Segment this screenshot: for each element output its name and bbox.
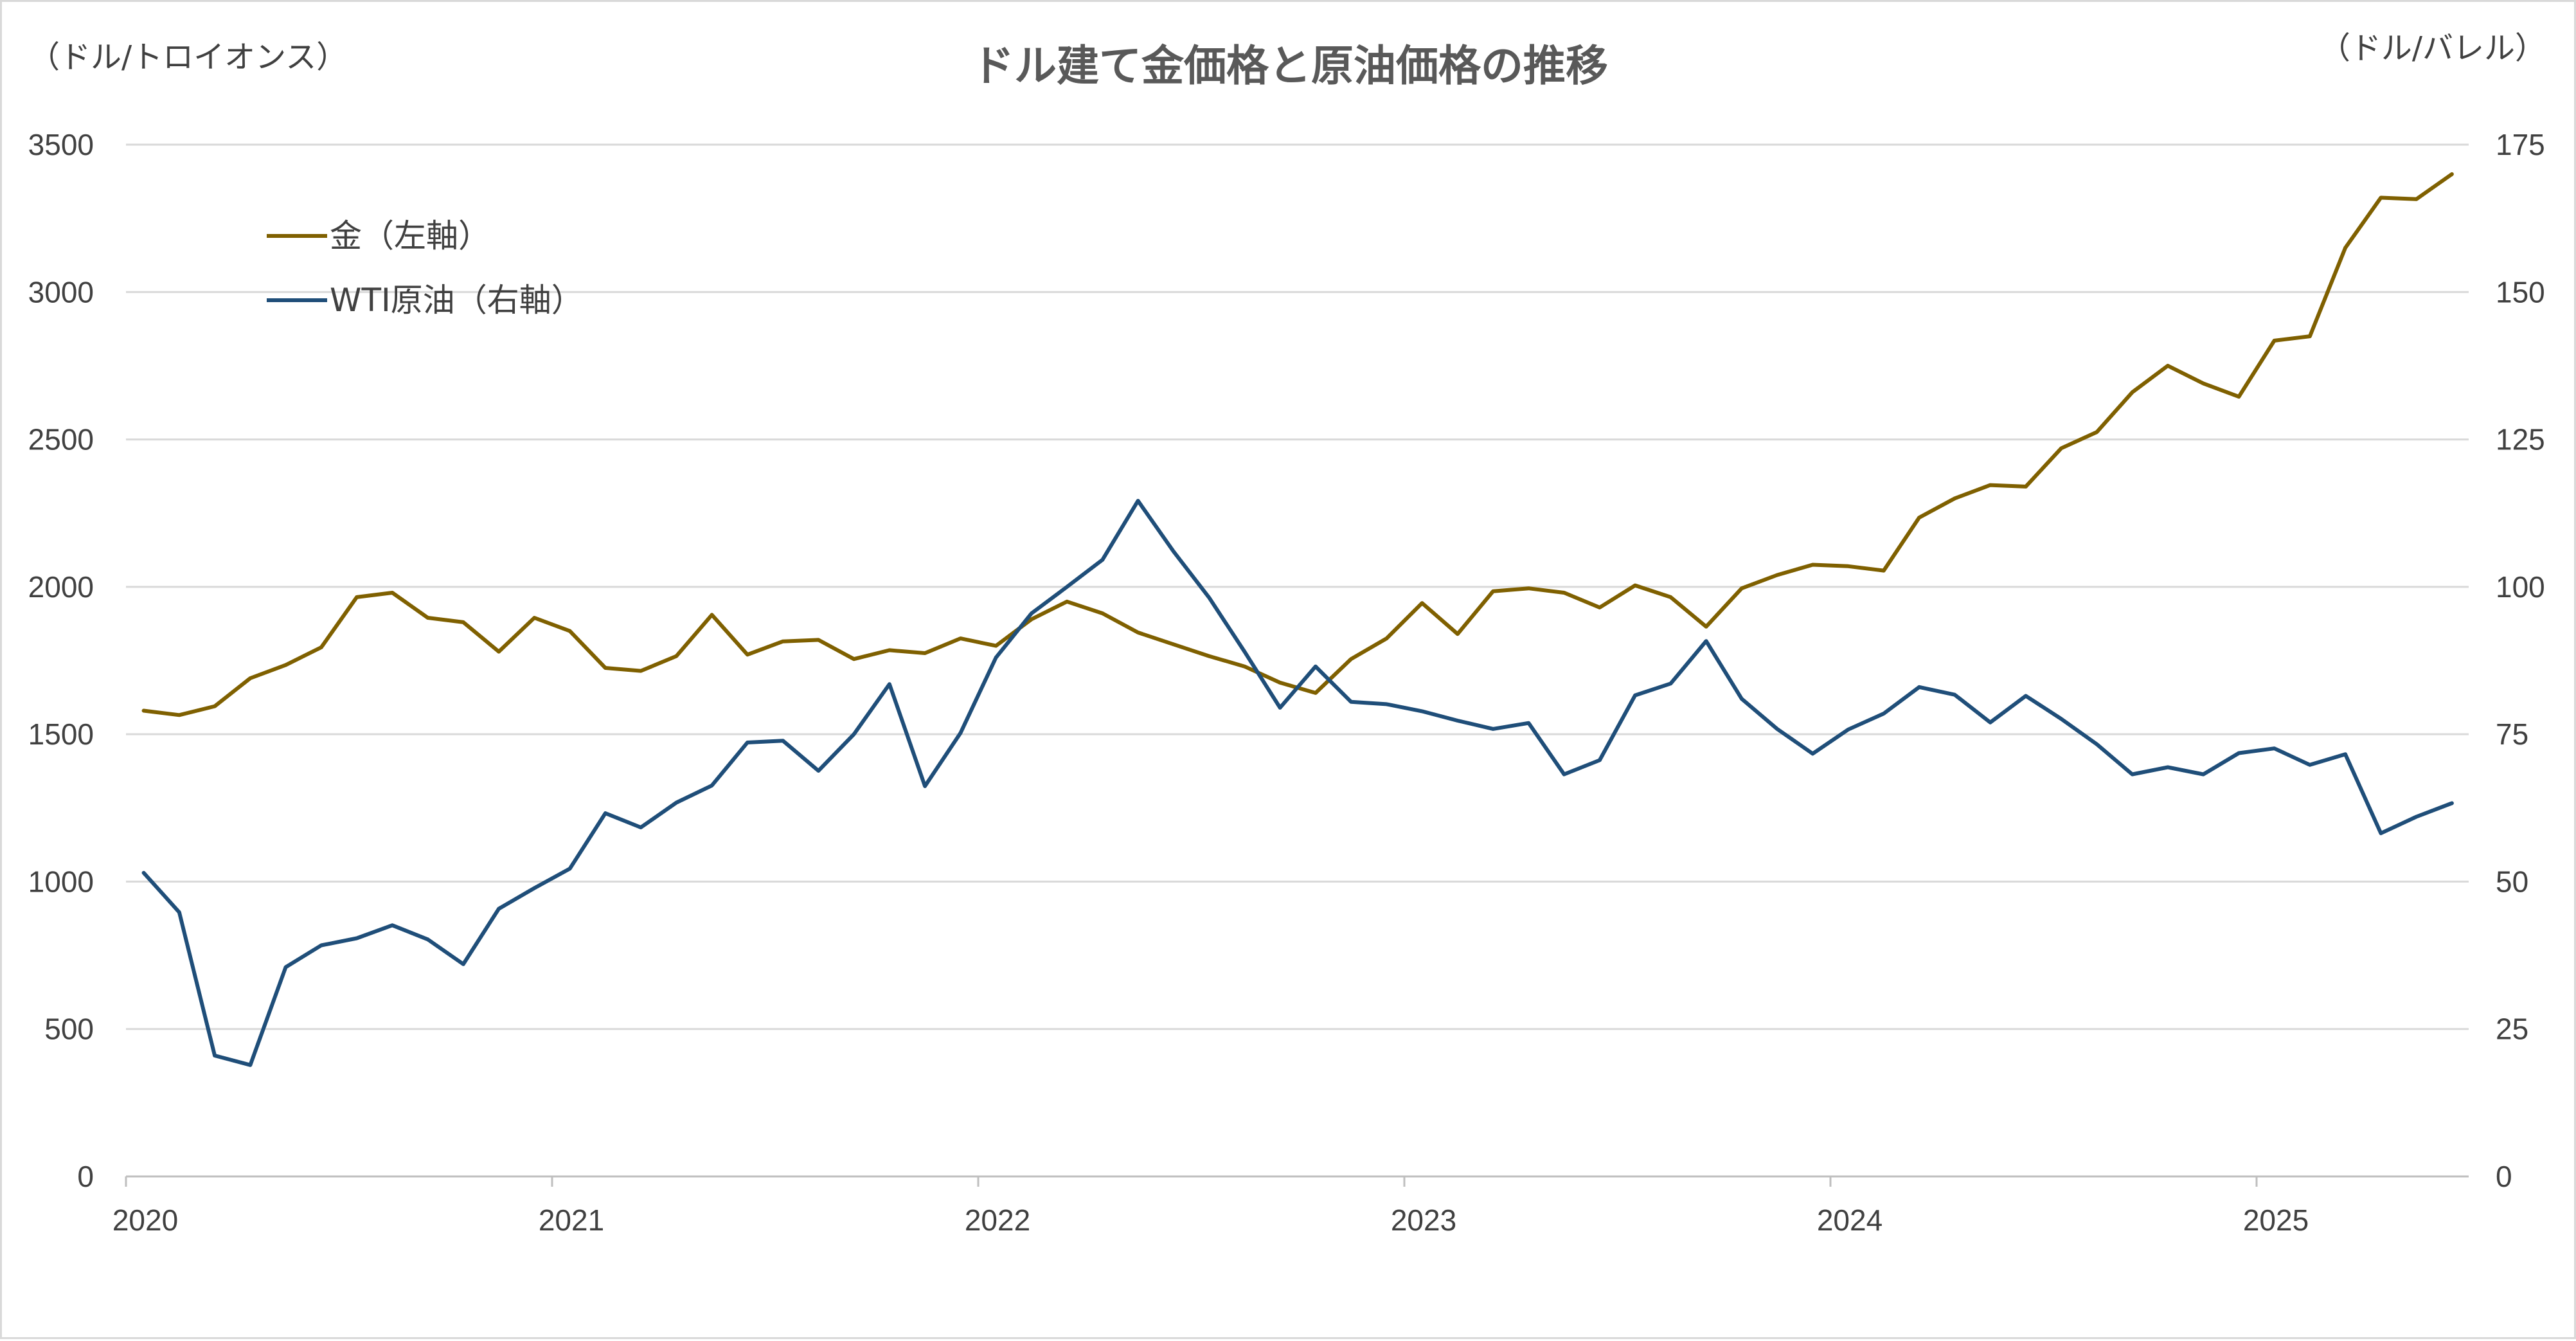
legend-label-wti: WTI原油（右軸） [330, 282, 584, 319]
left-axis-tick-label: 2500 [28, 423, 94, 456]
legend: 金（左軸） WTI原油（右軸） [267, 217, 584, 319]
x-axis-tick-label: 2020 [112, 1203, 178, 1237]
right-axis-tick-label: 25 [2496, 1013, 2528, 1046]
right-axis-tick-label: 125 [2496, 423, 2545, 456]
chart-title: ドル建て金価格と原油価格の推移 [972, 41, 1608, 91]
left-axis-tick-label: 1000 [28, 865, 94, 898]
right-axis-tick-label: 150 [2496, 275, 2545, 309]
x-axis-tick-label: 2022 [965, 1203, 1030, 1237]
right-axis-tick-label: 75 [2496, 717, 2528, 751]
axes: 0 500 1000 1500 2000 2500 3000 3500 0 25 50 75 100 12… [28, 128, 2545, 1237]
left-axis-tick-label: 3500 [28, 128, 94, 161]
left-axis-unit-label: （ドル/トロイオンス） [29, 39, 347, 75]
left-axis-tick-label: 3000 [28, 275, 94, 309]
series-line-gold [141, 172, 2454, 717]
gridlines [126, 143, 2469, 1030]
left-axis-tick-label: 2000 [28, 570, 94, 604]
right-axis-tick-label: 50 [2496, 865, 2528, 898]
left-axis-tick-label: 1500 [28, 717, 94, 751]
x-axis-tick-label: 2023 [1391, 1203, 1456, 1237]
right-axis-tick-label: 175 [2496, 128, 2545, 161]
legend-label-gold: 金（左軸） [330, 217, 490, 255]
left-axis-tick-label: 0 [77, 1160, 94, 1193]
x-axis-tick-label: 2025 [2243, 1203, 2309, 1237]
left-axis-tick-label: 500 [44, 1013, 94, 1046]
series-line-wti [141, 499, 2454, 1067]
x-axis-tick-label: 2021 [539, 1203, 604, 1237]
right-axis-tick-label: 0 [2496, 1160, 2512, 1193]
right-axis-tick-label: 100 [2496, 570, 2545, 604]
x-axis-tick-label: 2024 [1817, 1203, 1883, 1237]
series-lines [141, 172, 2454, 1067]
right-axis-unit-label: （ドル/バレル） [2320, 30, 2546, 66]
